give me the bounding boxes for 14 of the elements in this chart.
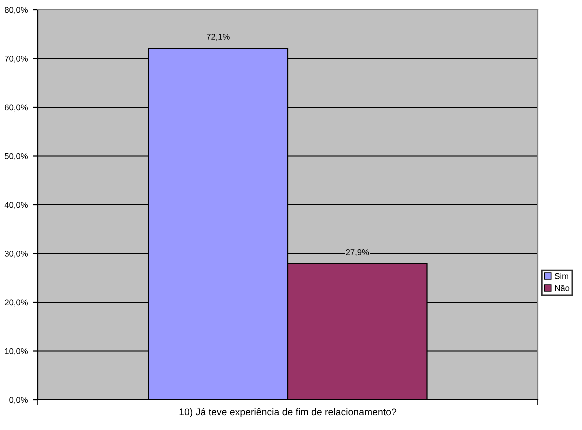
y-tick-label: 0,0%	[10, 397, 28, 404]
y-tick-label: 80,0%	[5, 7, 28, 14]
data-label: 27,9%	[346, 249, 370, 256]
y-tick-label: 20,0%	[5, 300, 28, 307]
y-tick-label: 60,0%	[5, 104, 28, 112]
legend-label: Sim	[555, 273, 568, 280]
y-tick-label: 10,0%	[5, 348, 28, 356]
y-tick-label: 70,0%	[5, 56, 28, 63]
y-tick-label: 30,0%	[4, 250, 28, 258]
y-tick-label: 50,0%	[4, 153, 28, 160]
legend-label: Não	[555, 285, 570, 292]
y-tick-label: 40,0%	[4, 202, 28, 210]
x-tick-label: 10) Já teve experiência de fim de relacionamento?	[180, 408, 397, 418]
data-label: 72,1%	[206, 34, 230, 41]
